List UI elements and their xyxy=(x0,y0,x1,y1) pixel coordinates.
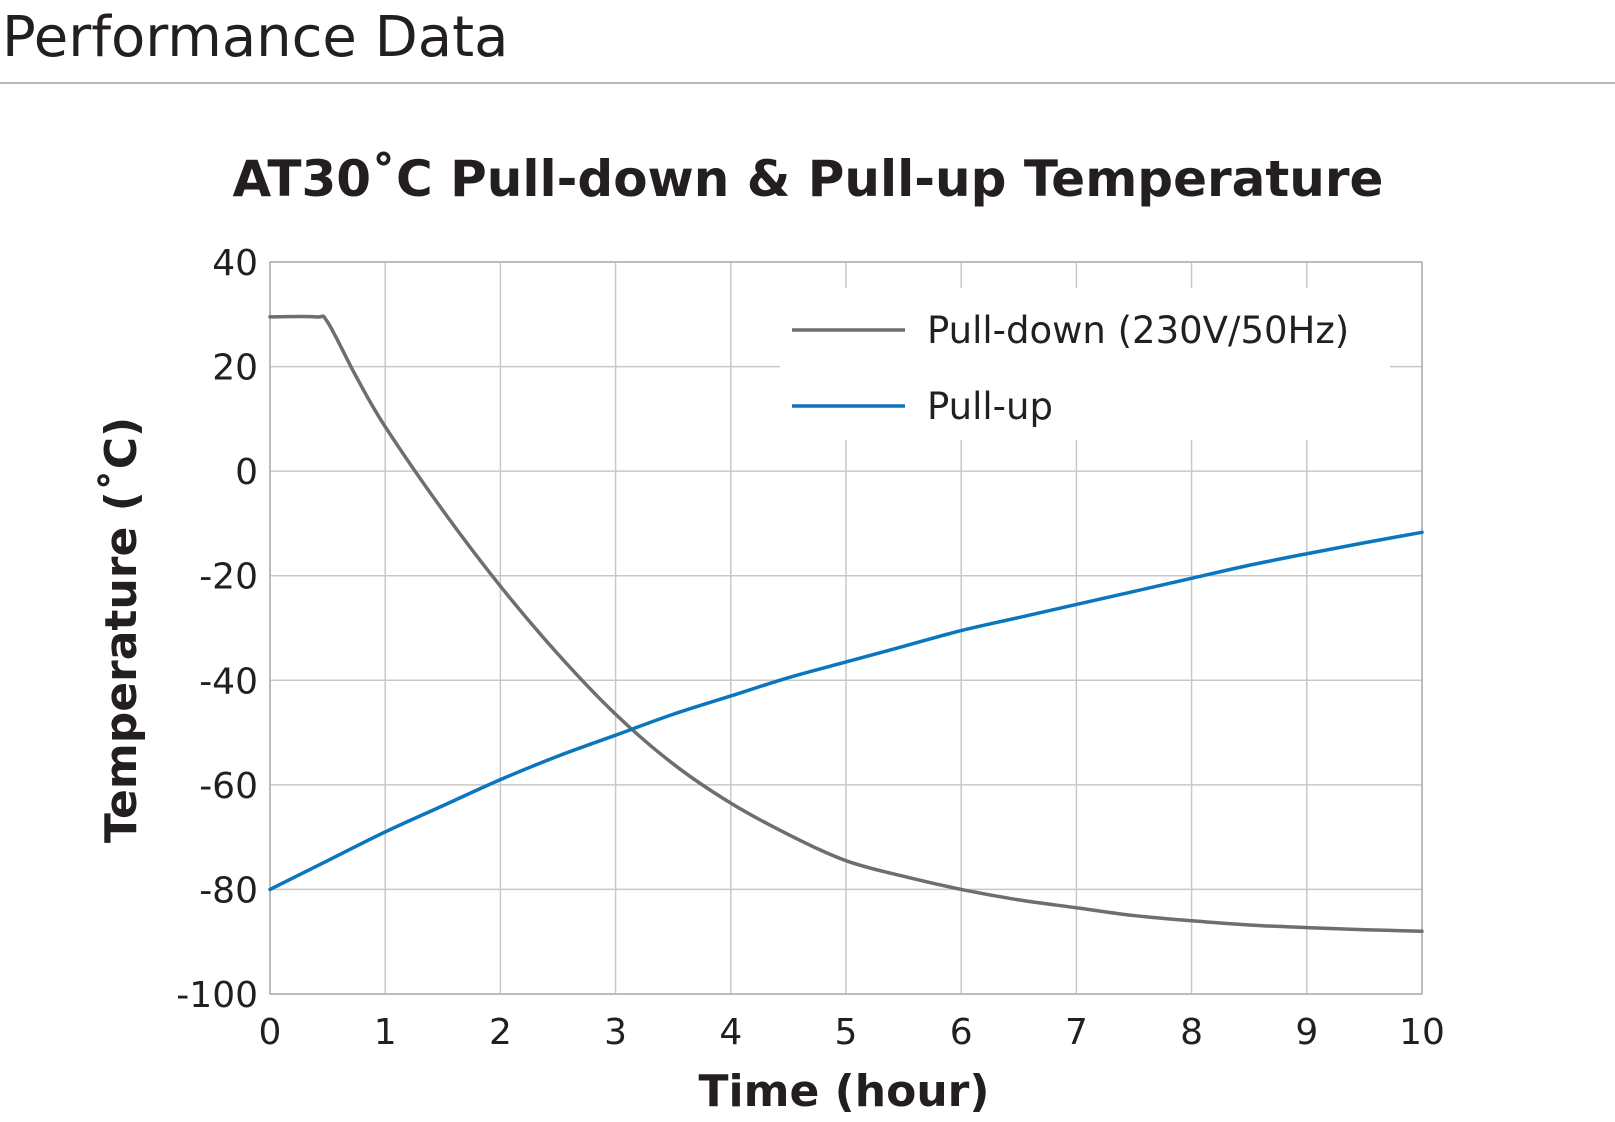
x-tick-label: 8 xyxy=(1180,1012,1203,1053)
chart-title: AT30˚C Pull-down & Pull-up Temperature xyxy=(233,150,1384,208)
x-tick-label: 5 xyxy=(835,1012,858,1053)
page-header: Performance Data xyxy=(0,0,1615,84)
x-tick-label: 10 xyxy=(1399,1012,1445,1053)
chart-series-layer xyxy=(268,314,1424,934)
legend-box xyxy=(780,288,1390,440)
x-tick-label: 4 xyxy=(719,1012,742,1053)
x-tick-label: 3 xyxy=(604,1012,627,1053)
y-tick-label: -80 xyxy=(199,870,258,911)
x-tick-label: 1 xyxy=(374,1012,397,1053)
x-tick-label: 6 xyxy=(950,1012,973,1053)
legend-label: Pull-up xyxy=(927,385,1053,428)
x-tick-label: 2 xyxy=(489,1012,512,1053)
y-tick-label: -40 xyxy=(199,661,258,702)
y-tick-label: 40 xyxy=(212,243,258,284)
y-tick-label: -20 xyxy=(199,557,258,598)
y-tick-label: 20 xyxy=(212,348,258,389)
series-line-pull-down xyxy=(268,314,1424,934)
x-axis-label: Time (hour) xyxy=(699,1066,990,1117)
plot-border xyxy=(269,261,1423,995)
y-axis-label: Temperature (˚C) xyxy=(96,417,147,843)
x-tick-label: 9 xyxy=(1295,1012,1318,1053)
legend-label: Pull-down (230V/50Hz) xyxy=(927,309,1349,352)
chart-tick-labels: 0 1 2 3 4 5 6 7 8 9 10 40 20 0 -20 -40 -60 -80 -100 xyxy=(176,243,1445,1053)
series-line-pull-up xyxy=(268,530,1424,892)
y-tick-label: -100 xyxy=(176,975,258,1016)
chart-legend: Pull-down (230V/50Hz) Pull-up xyxy=(780,288,1390,440)
y-tick-label: 0 xyxy=(235,452,258,493)
y-tick-label: -60 xyxy=(199,766,258,807)
page-title: Performance Data xyxy=(2,5,509,70)
x-tick-label: 7 xyxy=(1065,1012,1088,1053)
x-tick-label: 0 xyxy=(259,1012,282,1053)
